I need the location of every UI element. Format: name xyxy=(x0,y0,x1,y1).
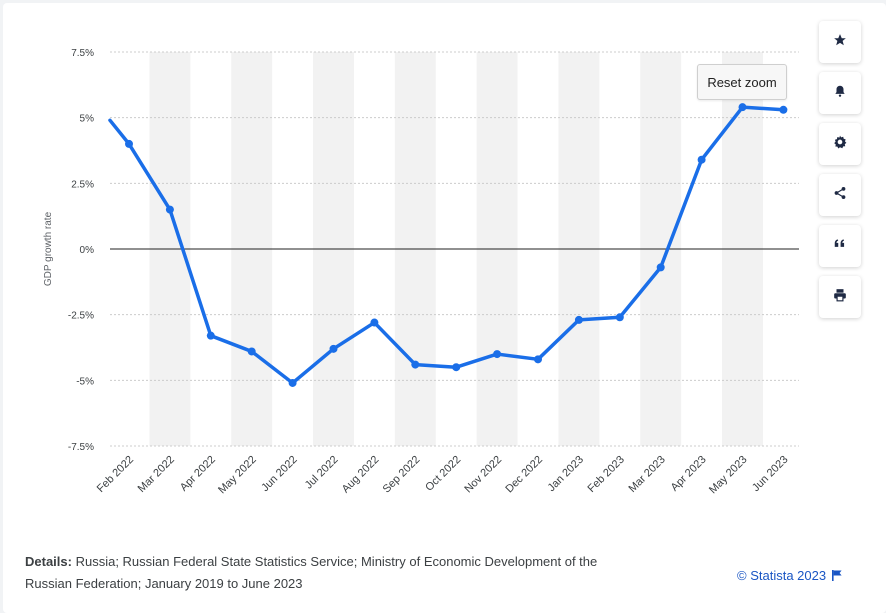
print-button[interactable] xyxy=(819,276,861,318)
notification-button[interactable] xyxy=(819,72,861,114)
y-tick-label: 7.5% xyxy=(71,48,94,59)
gear-icon xyxy=(833,135,847,154)
y-tick-label: -2.5% xyxy=(68,311,94,322)
x-tick-label: Nov 2022 xyxy=(462,454,504,496)
details-note: Details: Russia; Russian Federal State S… xyxy=(25,551,625,595)
data-point xyxy=(534,355,542,364)
data-point xyxy=(656,263,665,272)
statista-credit-link[interactable]: © Statista 2023 xyxy=(737,568,842,583)
x-tick-label: Jun 2023 xyxy=(750,454,790,494)
x-tick-label: May 2022 xyxy=(216,454,259,497)
flag-icon xyxy=(832,570,842,581)
data-point xyxy=(574,315,583,324)
data-point xyxy=(738,103,747,112)
x-tick-label: Feb 2023 xyxy=(586,454,627,495)
y-tick-label: -7.5% xyxy=(68,442,94,453)
reset-zoom-button[interactable]: Reset zoom xyxy=(697,64,787,100)
cite-button[interactable] xyxy=(819,225,861,267)
details-label: Details: xyxy=(25,554,72,569)
x-tick-label: Mar 2022 xyxy=(136,454,177,495)
x-tick-label: Oct 2022 xyxy=(423,454,463,494)
data-point xyxy=(247,347,256,356)
credit-text: © Statista 2023 xyxy=(737,568,827,583)
data-point xyxy=(125,139,133,148)
star-icon xyxy=(833,33,847,52)
details-text: Russia; Russian Federal State Statistics… xyxy=(25,554,598,591)
x-tick-label: Dec 2022 xyxy=(503,454,545,496)
x-tick-label: Aug 2022 xyxy=(340,454,382,496)
data-point xyxy=(329,344,338,353)
print-icon xyxy=(833,288,847,307)
favorite-button[interactable] xyxy=(819,21,861,63)
x-tick-label: Jul 2022 xyxy=(303,454,341,492)
chart-card: 7.5% 5% 2.5% 0% -2.5% -5% -7.5% GDP growth rat… xyxy=(3,3,886,613)
data-point xyxy=(452,363,461,372)
y-tick-label: -5% xyxy=(76,376,94,387)
bell-icon xyxy=(833,84,847,103)
line-chart: 7.5% 5% 2.5% 0% -2.5% -5% -7.5% GDP growth rat… xyxy=(43,48,799,497)
y-axis-label: GDP growth rate xyxy=(43,211,54,286)
gridlines xyxy=(110,51,799,447)
x-tick-label: Jan 2023 xyxy=(546,454,586,494)
data-point xyxy=(697,155,706,164)
share-icon xyxy=(833,186,847,205)
chart-toolbar xyxy=(819,21,861,327)
data-point xyxy=(165,205,174,214)
data-point xyxy=(288,378,297,387)
x-tick-label: May 2023 xyxy=(707,454,750,497)
data-point xyxy=(493,350,502,359)
y-tick-label: 5% xyxy=(80,114,95,125)
settings-button[interactable] xyxy=(819,123,861,165)
share-button[interactable] xyxy=(819,174,861,216)
y-tick-label: 0% xyxy=(80,245,95,256)
data-point xyxy=(206,331,215,340)
data-point xyxy=(779,105,788,114)
x-tick-label: Feb 2022 xyxy=(95,454,136,495)
x-tick-label: Sep 2022 xyxy=(381,454,423,496)
x-tick-label: Apr 2022 xyxy=(178,454,218,494)
data-point xyxy=(370,318,379,327)
x-tick-label: Apr 2023 xyxy=(669,454,709,494)
quote-icon xyxy=(833,237,847,256)
data-points xyxy=(125,103,788,387)
data-point xyxy=(411,360,420,369)
y-tick-label: 2.5% xyxy=(71,179,94,190)
x-tick-label: Mar 2023 xyxy=(626,454,667,495)
series-line xyxy=(108,105,786,385)
x-tick-label: Jun 2022 xyxy=(259,454,299,494)
data-point xyxy=(615,313,624,322)
y-axis-ticks: 7.5% 5% 2.5% 0% -2.5% -5% -7.5% xyxy=(68,48,94,453)
